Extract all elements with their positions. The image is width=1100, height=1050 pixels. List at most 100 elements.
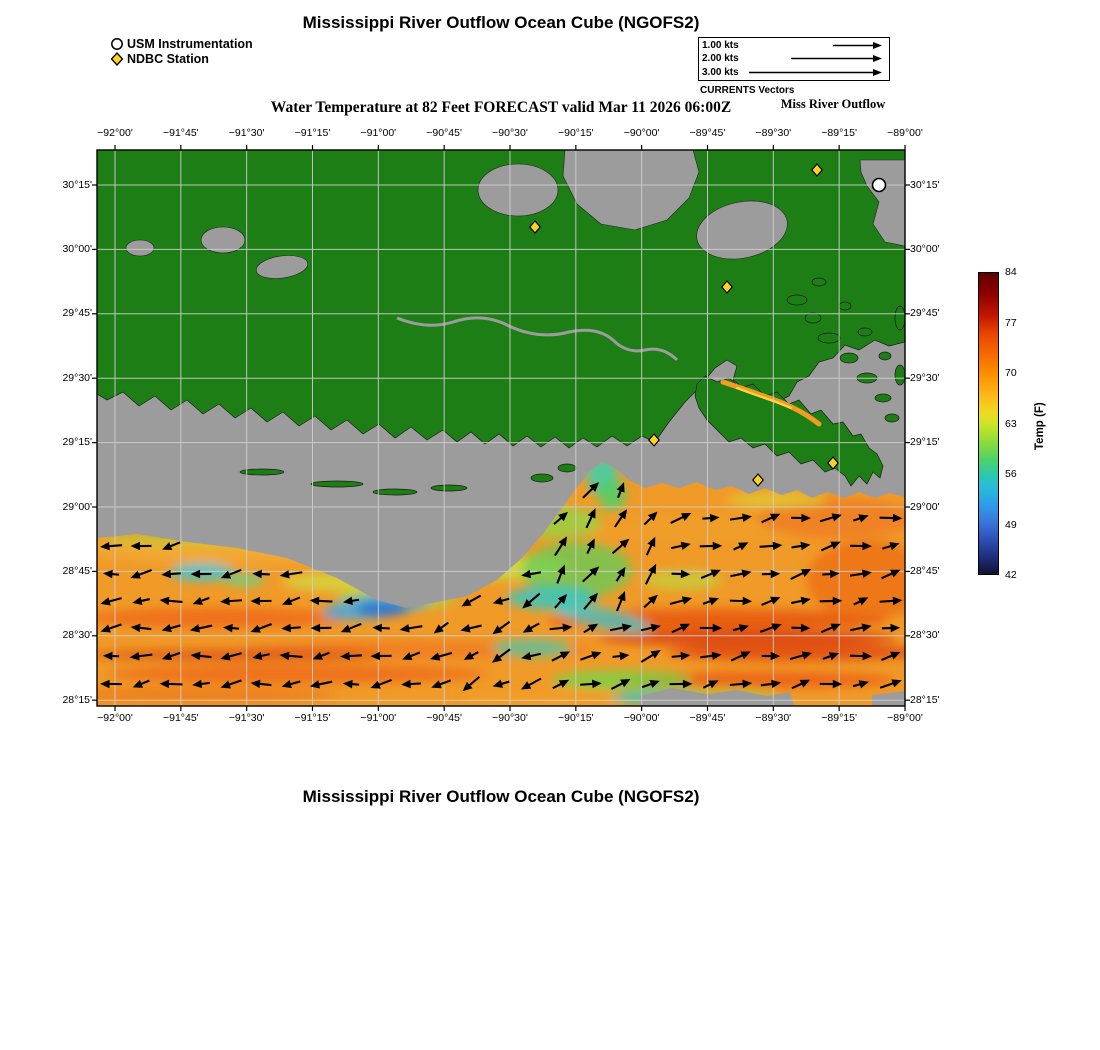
current-arrow-head: [801, 651, 813, 660]
current-arrow-head: [562, 623, 573, 633]
colorbar-tick-label: 77: [1005, 316, 1017, 329]
x-tick-label: −90°00': [623, 127, 660, 139]
x-tick-label: −90°30': [492, 712, 528, 724]
colorbar-tick-label: 56: [1005, 468, 1017, 480]
current-arrow-head: [890, 569, 901, 578]
current-vectors: [99, 482, 903, 692]
current-arrow-head: [708, 597, 720, 606]
current-arrow-shaft: [700, 571, 715, 580]
current-arrow-shaft: [881, 571, 895, 580]
current-arrow-head: [832, 679, 843, 689]
current-arrow-head: [770, 569, 781, 579]
current-arrow-head: [712, 541, 723, 551]
current-arrow-head: [591, 651, 602, 660]
current-arrow-head: [130, 623, 141, 633]
ndbc-station-marker: [827, 456, 839, 470]
current-arrow-head: [800, 568, 812, 577]
nodata-bottom-patch: [872, 691, 905, 706]
current-arrow-head: [279, 651, 290, 661]
current-arrow-head: [857, 597, 869, 606]
current-arrow-head: [647, 594, 658, 605]
current-arrow-head: [161, 652, 173, 661]
current-arrow-shaft: [670, 515, 686, 524]
current-arrow-shaft: [610, 681, 625, 690]
x-tick-label: −91°15': [294, 712, 331, 724]
current-arrow-head: [619, 651, 630, 661]
current-arrow-head: [710, 569, 721, 578]
current-arrow-shaft: [227, 568, 242, 577]
x-tick-label: −91°00': [360, 712, 397, 724]
current-arrow-head: [557, 564, 566, 575]
current-arrow-head: [402, 652, 413, 660]
current-arrow-shaft: [820, 625, 835, 634]
current-arrow-shaft: [166, 599, 183, 604]
current-arrow-shaft: [554, 542, 565, 557]
current-arrow-shaft: [227, 679, 242, 687]
x-tick-label: −91°30': [228, 712, 265, 724]
current-arrow-head: [522, 599, 533, 609]
current-arrow-head: [680, 512, 692, 521]
current-arrow-head: [431, 680, 442, 689]
current-arrow-head: [252, 569, 262, 579]
current-arrow-shaft: [288, 626, 301, 630]
vector-legend-row: 2.00 kts: [702, 52, 886, 65]
current-arrow-head: [462, 681, 473, 692]
y-tick-label: 29°45': [910, 307, 940, 320]
current-arrow-shaft: [700, 654, 715, 659]
current-arrow-head: [858, 680, 869, 689]
current-arrow-head: [159, 679, 170, 689]
current-arrow-shaft: [729, 682, 745, 687]
current-arrow-head: [589, 482, 600, 492]
current-arrow-head: [742, 513, 753, 522]
current-arrow-shaft: [168, 624, 181, 630]
y-tick-label: 29°15': [910, 436, 940, 449]
current-arrow-shaft: [640, 653, 655, 663]
current-arrow-shaft: [257, 622, 272, 631]
current-arrow-head: [618, 509, 628, 520]
current-arrow-head: [770, 596, 781, 605]
current-arrow-head: [858, 514, 869, 523]
x-tick-label: −91°30': [228, 127, 265, 139]
current-arrow-head: [312, 651, 323, 660]
current-arrow-head: [680, 651, 691, 661]
current-arrow-head: [890, 651, 901, 660]
colorbar-tick-label: 42: [1005, 569, 1017, 581]
current-arrow-head: [557, 594, 568, 604]
current-arrow-head: [647, 536, 656, 548]
current-arrow-head: [521, 651, 532, 661]
current-arrow-shaft: [759, 544, 776, 548]
current-arrow-head: [461, 598, 472, 607]
current-arrow-shaft: [136, 653, 153, 658]
current-arrow-head: [220, 570, 232, 579]
x-tick-label: −91°45': [162, 712, 199, 724]
map: [92, 145, 910, 711]
current-arrow-shaft: [582, 570, 595, 583]
current-arrow-head: [740, 651, 751, 660]
current-arrow-head: [892, 596, 903, 606]
current-arrow-shaft: [467, 624, 482, 630]
x-tick-label: −90°30': [492, 127, 528, 139]
current-arrow-shaft: [881, 653, 895, 661]
current-arrow-shaft: [168, 572, 181, 576]
current-arrow-head: [342, 679, 353, 689]
current-arrow-head: [891, 679, 902, 688]
current-arrow-head: [340, 624, 352, 633]
current-arrow-head: [132, 679, 144, 688]
current-arrow-shaft: [730, 572, 745, 578]
current-arrow-head: [492, 596, 504, 605]
current-arrow-shaft: [317, 599, 333, 603]
current-arrow-shaft: [549, 626, 566, 631]
current-arrow-head: [220, 596, 230, 606]
current-arrow-shaft: [497, 648, 511, 660]
current-arrow-head: [132, 596, 143, 606]
current-arrow-shaft: [791, 599, 804, 605]
lake-borgne: [696, 200, 788, 260]
current-arrow-head: [161, 542, 173, 551]
current-arrow-shaft: [467, 594, 482, 604]
current-arrow-head: [370, 680, 381, 689]
current-arrow-shaft: [137, 626, 152, 631]
legend-label-usm: USM Instrumentation: [127, 36, 253, 51]
vector-legend-arrow-head: [873, 68, 882, 76]
current-arrow-head: [862, 651, 873, 661]
river-channel: [396, 316, 679, 362]
